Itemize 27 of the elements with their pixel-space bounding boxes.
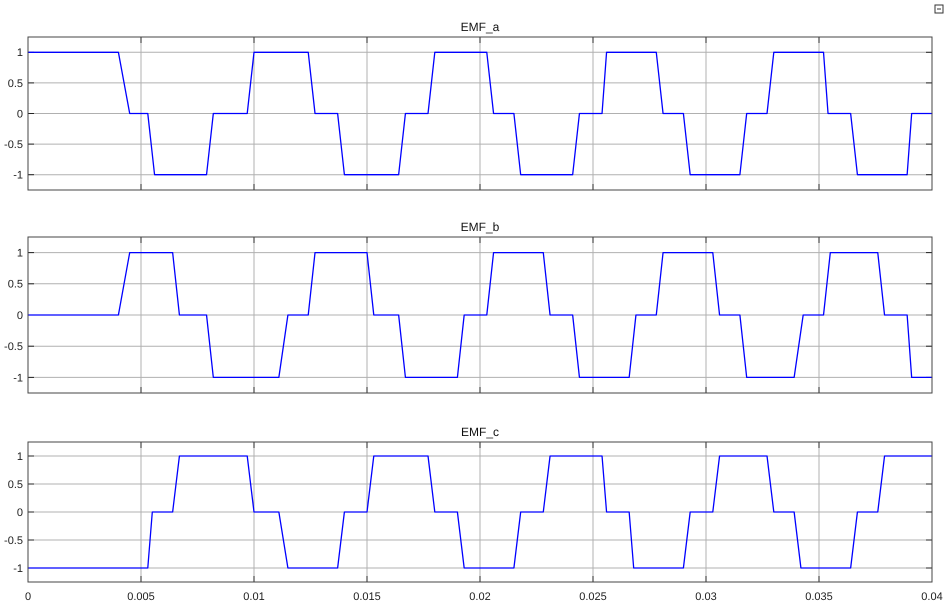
y-tick-label: -0.5 [4,341,23,354]
y-tick-label: 0.5 [8,478,23,491]
x-tick-label: 0.04 [921,591,943,603]
y-tick-label: -1 [13,562,23,575]
y-tick-label: -1 [13,372,23,384]
chart-title: EMF_a [460,20,500,34]
x-tick-label: 0 [24,591,32,603]
y-tick-label: -1 [13,170,23,182]
y-tick-label: 1 [16,450,23,463]
y-tick-label: 1 [16,247,23,260]
x-tick-label: 0.03 [695,591,717,603]
y-tick-label: -0.5 [4,534,23,547]
y-tick-label: 0 [16,310,23,322]
x-tick-label: 0.035 [805,591,833,603]
x-tick-label: 0.02 [469,591,491,603]
y-tick-label: 0.5 [8,78,23,90]
y-tick-label: 0.5 [8,278,23,291]
chart-title: EMF_c [460,425,500,439]
chart-title: EMF_b [460,220,500,234]
y-tick-label: 1 [16,47,23,60]
x-tick-label: 0.005 [127,591,155,603]
x-tick-label: 0.015 [353,591,381,603]
y-tick-label: 0 [16,506,23,519]
y-tick-label: -0.5 [4,138,23,151]
x-tick-label: 0.01 [243,591,265,603]
y-tick-label: 0 [16,108,23,120]
x-tick-label: 0.025 [579,591,607,603]
